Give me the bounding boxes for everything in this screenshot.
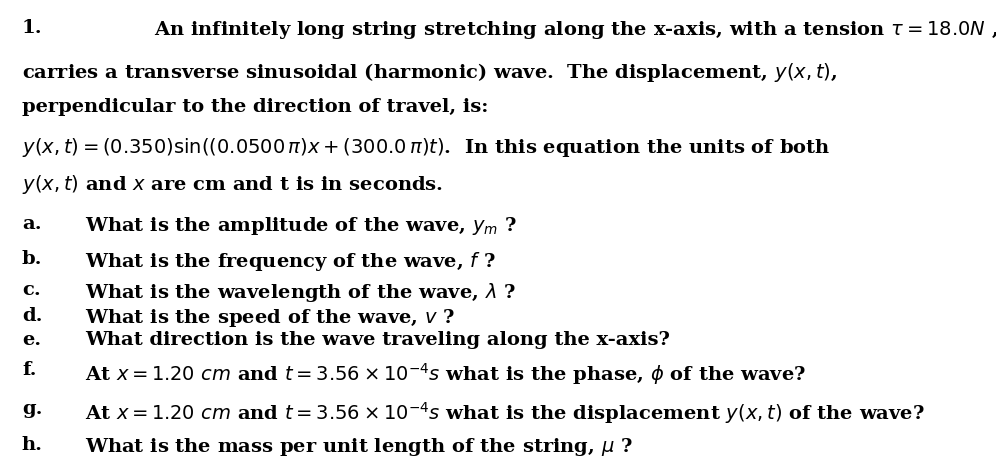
Text: carries a transverse sinusoidal (harmonic) wave.  The displacement, $y(x,t)$,: carries a transverse sinusoidal (harmoni… [22,61,838,84]
Text: b.: b. [22,250,43,268]
Text: $y(x,t)$ and $x$ are cm and t is in seconds.: $y(x,t)$ and $x$ are cm and t is in seco… [22,173,443,196]
Text: e.: e. [22,331,41,349]
Text: At $x =1.20$ $\mathit{cm}$ and $t = 3.56\times10^{-4}s$ what is the phase, $\phi: At $x =1.20$ $\mathit{cm}$ and $t = 3.56… [85,361,806,387]
Text: d.: d. [22,307,43,324]
Text: perpendicular to the direction of travel, is:: perpendicular to the direction of travel… [22,98,488,116]
Text: f.: f. [22,361,37,379]
Text: An infinitely long string stretching along the x-axis, with a tension $\tau =18.: An infinitely long string stretching alo… [154,19,996,41]
Text: What is the speed of the wave, $v$ ?: What is the speed of the wave, $v$ ? [85,307,455,329]
Text: g.: g. [22,400,43,418]
Text: a.: a. [22,215,42,233]
Text: 1.: 1. [22,19,43,37]
Text: What direction is the wave traveling along the x-axis?: What direction is the wave traveling alo… [85,331,669,349]
Text: What is the mass per unit length of the string, $\mu$ ?: What is the mass per unit length of the … [85,436,632,458]
Text: What is the frequency of the wave, $f$ ?: What is the frequency of the wave, $f$ ? [85,250,496,273]
Text: h.: h. [22,436,43,454]
Text: c.: c. [22,281,41,299]
Text: $y(x,t) = (0.350)\sin((0.0500\,\pi)x + (300.0\,\pi)t)$.  In this equation the un: $y(x,t) = (0.350)\sin((0.0500\,\pi)x + (… [22,136,831,159]
Text: What is the amplitude of the wave, $y_m$ ?: What is the amplitude of the wave, $y_m$… [85,215,517,237]
Text: What is the wavelength of the wave, $\lambda$ ?: What is the wavelength of the wave, $\la… [85,281,516,304]
Text: At $x =1.20$ $\mathit{cm}$ and $t = 3.56\times10^{-4}s$ what is the displacement: At $x =1.20$ $\mathit{cm}$ and $t = 3.56… [85,400,924,426]
